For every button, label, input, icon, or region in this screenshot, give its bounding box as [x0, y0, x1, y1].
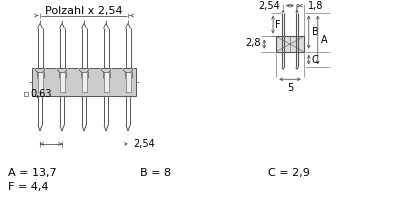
Text: 0,63: 0,63: [30, 89, 52, 99]
Bar: [104, 72, 109, 92]
Text: 2,54: 2,54: [133, 139, 155, 149]
Bar: [276, 37, 304, 52]
Text: B: B: [312, 27, 318, 37]
Bar: [82, 72, 87, 92]
Bar: [38, 72, 43, 92]
Text: 1,8: 1,8: [308, 1, 323, 11]
Text: 2,8: 2,8: [246, 38, 261, 48]
Bar: [32, 68, 136, 95]
Text: 2,54: 2,54: [258, 1, 280, 11]
Text: Polzahl x 2,54: Polzahl x 2,54: [45, 6, 123, 16]
Bar: [60, 72, 65, 92]
Text: A = 13,7: A = 13,7: [8, 168, 57, 178]
Text: C: C: [312, 55, 318, 64]
Text: F: F: [275, 20, 281, 29]
Text: A: A: [321, 35, 327, 45]
Text: B = 8: B = 8: [140, 168, 171, 178]
Text: F = 4,4: F = 4,4: [8, 182, 48, 192]
Text: C = 2,9: C = 2,9: [268, 168, 310, 178]
Bar: [24, 92, 28, 95]
Text: 5: 5: [287, 83, 293, 93]
Bar: [126, 72, 131, 92]
